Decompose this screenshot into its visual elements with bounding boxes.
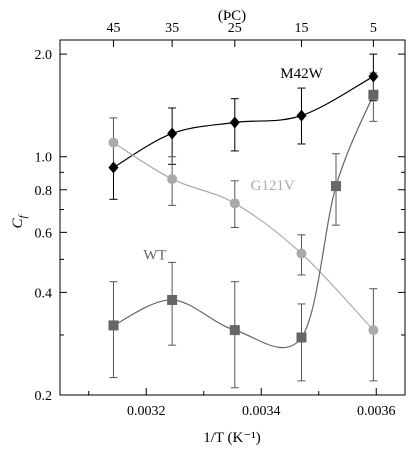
- point-m42w: [167, 127, 178, 140]
- y-tick-label: 2.0: [35, 48, 53, 63]
- point-m42w: [296, 109, 307, 122]
- plot-frame: [59, 39, 406, 396]
- top-tick-label: 5: [370, 21, 377, 36]
- y-tick-label: 0.8: [35, 184, 53, 199]
- point-wt: [296, 332, 307, 343]
- series-line-wt: [113, 94, 374, 349]
- point-wt: [331, 181, 341, 192]
- point-wt: [229, 325, 240, 336]
- y-axis-title-main: C: [10, 218, 26, 229]
- x-tick-label: 0.0032: [127, 404, 166, 419]
- series-label-wt: WT: [143, 247, 166, 263]
- point-g121v: [229, 198, 240, 209]
- y-tick-label: 0.2: [35, 389, 53, 404]
- point-wt: [167, 294, 178, 305]
- point-wt: [368, 89, 379, 100]
- top-axis-title: (ÞC): [218, 8, 246, 24]
- point-m42w: [108, 161, 119, 174]
- point-m42w: [368, 70, 379, 83]
- point-wt: [108, 320, 119, 331]
- point-g121v: [167, 174, 178, 185]
- point-m42w: [229, 116, 240, 129]
- top-tick-label: 25: [228, 21, 242, 36]
- x-axis-title: 1/T (K⁻¹): [203, 430, 261, 446]
- top-tick-label: 35: [165, 21, 179, 36]
- point-g121v: [296, 248, 307, 259]
- top-tick-label: 15: [295, 21, 309, 36]
- y-axis-title: Cf: [10, 214, 29, 229]
- point-g121v: [108, 137, 119, 148]
- y-tick-label: 0.6: [35, 226, 53, 241]
- top-tick-label: 45: [106, 21, 120, 36]
- series-label-g121v: G121V: [251, 178, 295, 194]
- point-g121v: [368, 325, 379, 336]
- x-tick-label: 0.0034: [242, 404, 281, 419]
- x-tick-label: 0.0036: [357, 404, 396, 419]
- series-label-m42w: M42W: [280, 66, 323, 82]
- y-axis-title-sub: f: [17, 214, 29, 219]
- y-tick-label: 1.0: [35, 151, 53, 166]
- y-tick-label: 0.4: [35, 286, 53, 301]
- series-line-g121v: [113, 142, 374, 331]
